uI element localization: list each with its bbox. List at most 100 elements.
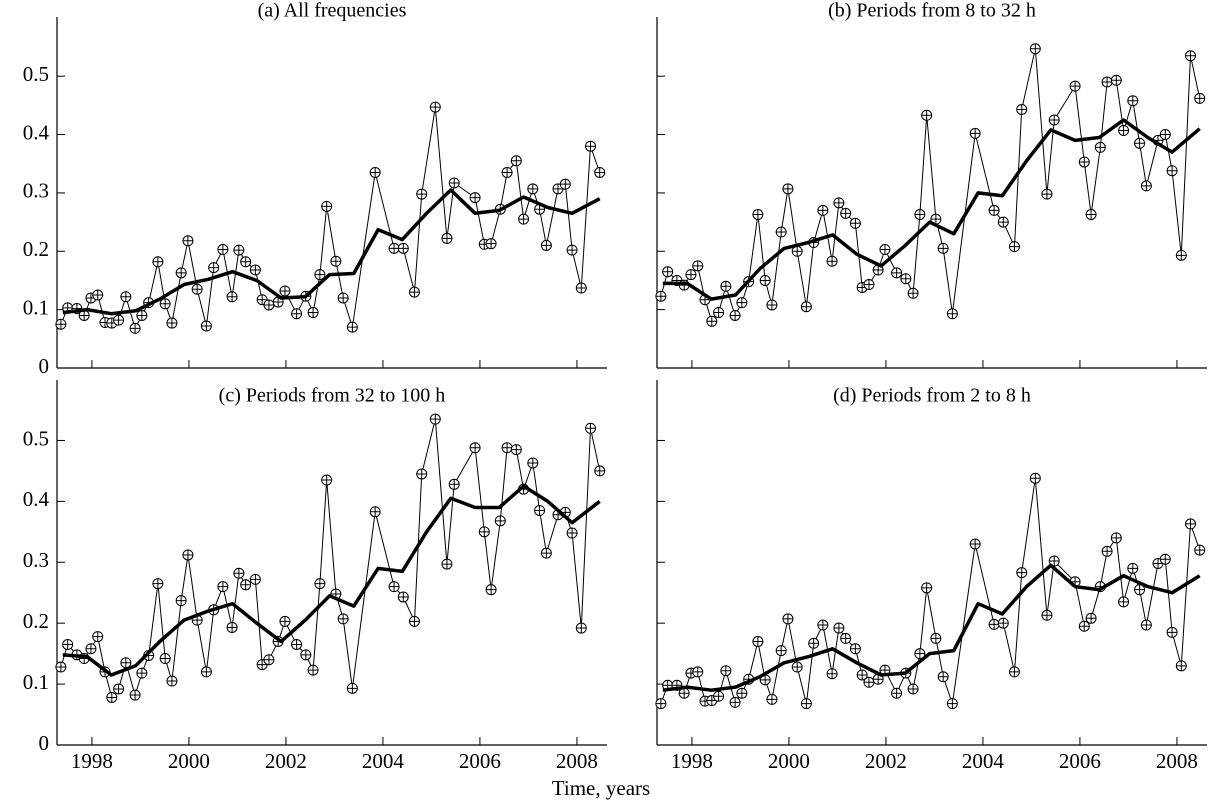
- marker-cross: [152, 256, 163, 267]
- marker-cross: [585, 141, 596, 152]
- marker-cross: [136, 310, 147, 321]
- marker-cross: [817, 205, 828, 216]
- marker: [129, 322, 141, 334]
- marker-cross: [279, 616, 290, 627]
- marker: [113, 314, 125, 326]
- marker-cross: [567, 245, 578, 256]
- marker: [540, 239, 552, 251]
- smooth-line: [662, 563, 1201, 692]
- marker-cross: [1167, 165, 1178, 176]
- marker: [988, 204, 1000, 216]
- marker-cross: [873, 264, 884, 275]
- marker-cross: [879, 244, 890, 255]
- marker: [441, 558, 453, 570]
- marker-cross: [914, 209, 925, 220]
- marker-cross: [594, 167, 605, 178]
- marker: [937, 671, 949, 683]
- marker: [817, 619, 829, 631]
- marker: [907, 287, 919, 299]
- marker-cross: [827, 668, 838, 679]
- marker-cross: [338, 292, 349, 303]
- marker-cross: [79, 310, 90, 321]
- marker-cross: [527, 183, 538, 194]
- marker: [527, 183, 539, 195]
- marker-cross: [655, 698, 666, 709]
- marker: [527, 457, 539, 469]
- marker: [937, 242, 949, 254]
- marker: [1185, 518, 1197, 530]
- marker: [397, 242, 409, 254]
- marker-cross: [850, 643, 861, 654]
- smooth-line: [662, 118, 1201, 301]
- marker: [388, 581, 400, 593]
- marker: [921, 109, 933, 121]
- marker-cross: [160, 653, 171, 664]
- marker-cross: [833, 197, 844, 208]
- marker-cross: [486, 584, 497, 595]
- y-tick-label: 0.1: [23, 295, 49, 319]
- marker: [969, 127, 981, 139]
- marker-cross: [208, 262, 219, 273]
- marker-cross: [279, 285, 290, 296]
- marker-cross: [347, 322, 358, 333]
- marker-cross: [1030, 473, 1041, 484]
- marker-cross: [1111, 532, 1122, 543]
- marker-cross: [706, 316, 717, 327]
- marker: [946, 308, 958, 320]
- marker-cross: [1086, 209, 1097, 220]
- marker-cross: [921, 582, 932, 593]
- marker: [152, 578, 164, 590]
- marker-cross: [1102, 546, 1113, 557]
- marker: [729, 309, 741, 321]
- marker-cross: [308, 665, 319, 676]
- marker-cross: [441, 233, 452, 244]
- smooth-line: [62, 188, 601, 316]
- marker-cross: [840, 208, 851, 219]
- marker: [321, 474, 333, 486]
- marker: [1016, 103, 1028, 115]
- marker: [800, 698, 812, 710]
- marker-cross: [534, 204, 545, 215]
- marker: [226, 621, 238, 633]
- marker: [307, 307, 319, 319]
- marker-cross: [1194, 545, 1205, 556]
- marker-cross: [1185, 50, 1196, 61]
- marker: [997, 617, 1009, 629]
- marker: [1118, 596, 1130, 608]
- marker: [914, 209, 926, 221]
- marker: [808, 637, 820, 649]
- marker-cross: [560, 179, 571, 190]
- marker: [566, 244, 578, 256]
- marker: [685, 269, 697, 281]
- marker-cross: [502, 167, 513, 178]
- marker: [55, 661, 67, 673]
- marker-cross: [752, 209, 763, 220]
- marker-cross: [240, 579, 251, 590]
- marker: [249, 573, 261, 585]
- panel: (d) Periods from 2 to 8 h 1998 2000 2002 200…: [655, 380, 1207, 773]
- marker: [448, 478, 460, 490]
- y-tick-label: 0.1: [23, 670, 49, 694]
- marker-cross: [217, 581, 228, 592]
- marker-cross: [947, 698, 958, 709]
- marker-cross: [655, 291, 666, 302]
- marker: [729, 696, 741, 708]
- marker: [307, 664, 319, 676]
- marker: [872, 673, 884, 685]
- marker: [346, 321, 358, 333]
- x-tick-label: 2000: [168, 749, 210, 773]
- marker-cross: [857, 669, 868, 680]
- marker: [900, 273, 912, 285]
- marker-cross: [470, 192, 481, 203]
- marker-cross: [62, 639, 73, 650]
- marker-cross: [308, 307, 319, 318]
- marker: [1101, 545, 1113, 557]
- marker-cross: [1079, 621, 1090, 632]
- marker: [217, 244, 229, 256]
- marker: [791, 661, 803, 673]
- marker-cross: [321, 475, 332, 486]
- marker-cross: [233, 245, 244, 256]
- marker-cross: [250, 574, 261, 585]
- marker-cross: [347, 683, 358, 694]
- marker-cross: [201, 320, 212, 331]
